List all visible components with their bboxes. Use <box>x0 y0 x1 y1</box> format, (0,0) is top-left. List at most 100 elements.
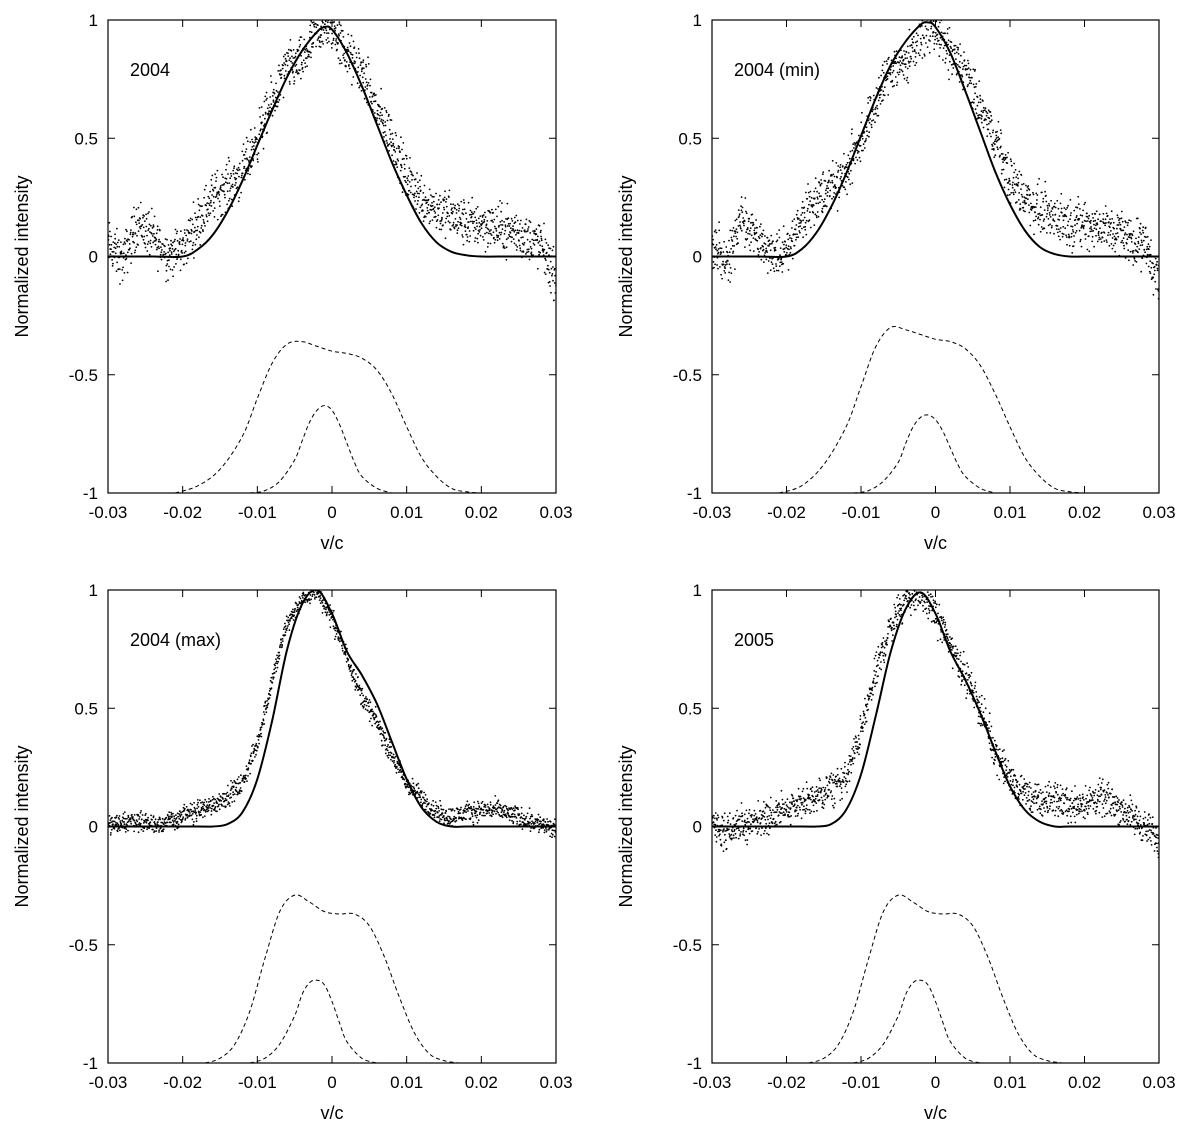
data-point <box>243 154 246 156</box>
data-point <box>451 212 454 215</box>
data-point <box>486 812 488 815</box>
data-point <box>226 203 229 206</box>
data-point <box>407 193 410 196</box>
data-point <box>419 185 421 188</box>
data-point <box>172 812 174 815</box>
data-point <box>262 723 264 726</box>
data-point <box>471 220 474 223</box>
data-point <box>1134 243 1137 246</box>
data-point <box>1072 230 1075 233</box>
data-point <box>119 820 122 822</box>
data-point <box>217 805 220 807</box>
data-point <box>869 99 872 102</box>
data-point <box>856 149 859 152</box>
data-point <box>460 200 463 203</box>
data-point <box>473 808 475 811</box>
data-point <box>759 809 762 812</box>
data-point <box>1100 220 1102 223</box>
data-point <box>551 836 553 839</box>
data-point <box>440 228 443 231</box>
data-point <box>382 119 385 122</box>
data-point <box>802 236 804 239</box>
data-point <box>467 804 470 807</box>
data-point <box>781 807 784 809</box>
data-point <box>165 816 168 819</box>
data-point <box>477 808 480 810</box>
data-point <box>215 800 218 803</box>
data-point <box>1013 183 1016 186</box>
data-point <box>133 820 136 822</box>
data-point <box>310 31 313 34</box>
data-point <box>224 196 226 199</box>
data-point <box>202 218 205 221</box>
data-point <box>879 93 882 96</box>
data-point <box>738 818 741 821</box>
data-point <box>204 225 206 227</box>
data-point <box>500 231 503 234</box>
data-point <box>236 186 239 189</box>
data-point <box>720 829 722 832</box>
data-point <box>1075 230 1078 232</box>
data-point <box>433 206 436 209</box>
data-point <box>203 804 206 806</box>
data-point <box>462 199 465 201</box>
data-point <box>181 252 184 254</box>
x-tick-label: 0.03 <box>1142 503 1175 522</box>
data-point <box>524 817 527 820</box>
data-point <box>803 805 805 808</box>
data-point <box>284 634 287 637</box>
data-point <box>111 259 113 261</box>
data-point <box>469 817 472 819</box>
data-point <box>208 798 210 800</box>
data-point <box>1035 215 1037 218</box>
panel-4: -0.03 -0.02 -0.01 0 0.01 0.02 0.03-1-0.500.51v… <box>616 581 1176 1123</box>
x-tick-label: -0.02 <box>163 503 202 522</box>
data-point <box>145 821 148 824</box>
data-point <box>1111 218 1114 220</box>
data-point <box>385 748 388 750</box>
data-point <box>487 242 489 245</box>
data-point <box>1156 269 1159 272</box>
data-point <box>839 164 842 166</box>
data-point <box>407 179 409 182</box>
data-point <box>405 154 408 157</box>
data-point <box>178 813 181 815</box>
data-point <box>961 62 964 64</box>
data-point <box>342 54 344 56</box>
data-point <box>268 690 271 692</box>
data-point <box>1111 247 1114 250</box>
data-point <box>760 223 762 226</box>
data-point <box>933 42 936 45</box>
data-point <box>1092 217 1094 219</box>
data-point <box>1011 186 1014 189</box>
data-point <box>440 808 443 811</box>
data-point <box>738 215 741 217</box>
data-point <box>723 828 725 830</box>
data-point <box>927 13 929 15</box>
data-point <box>336 48 338 51</box>
data-point <box>289 620 291 622</box>
data-point <box>157 818 160 821</box>
data-point <box>108 239 110 241</box>
data-point <box>1027 185 1030 187</box>
data-point <box>251 146 254 148</box>
data-point <box>820 195 822 198</box>
data-point <box>739 227 742 230</box>
data-point <box>228 182 231 185</box>
data-point <box>330 47 333 49</box>
data-point <box>812 211 815 214</box>
data-point <box>501 228 504 231</box>
data-point <box>252 159 255 162</box>
data-point <box>237 169 239 172</box>
data-point <box>756 821 759 824</box>
data-point <box>281 645 284 647</box>
data-point <box>171 819 174 822</box>
data-point <box>159 229 161 232</box>
data-point <box>1142 239 1145 242</box>
data-point <box>465 212 467 215</box>
data-point <box>454 218 457 220</box>
data-point <box>797 787 800 790</box>
data-point <box>178 241 181 243</box>
data-point <box>128 243 131 245</box>
data-point <box>419 796 422 799</box>
